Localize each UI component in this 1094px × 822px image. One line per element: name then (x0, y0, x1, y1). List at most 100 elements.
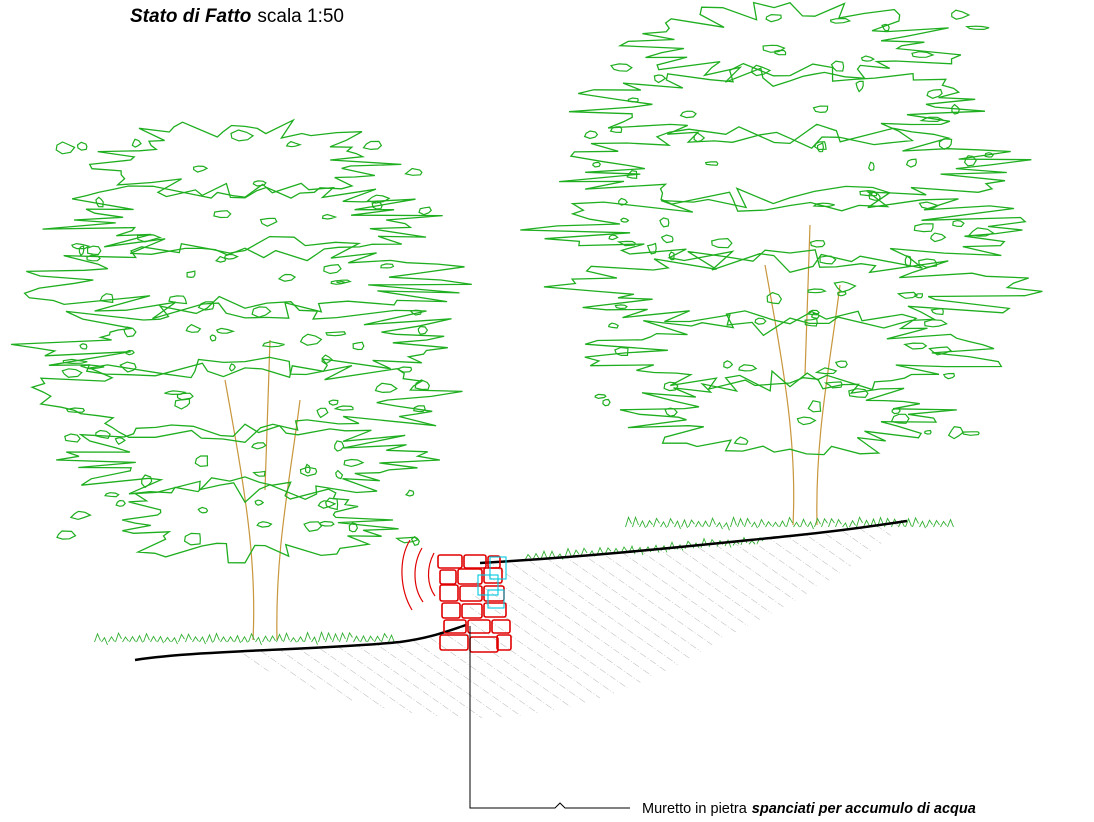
canopy-detail (194, 166, 207, 172)
canopy-detail (920, 202, 939, 208)
canopy-detail (326, 332, 345, 336)
canopy-detail (56, 142, 74, 154)
canopy-detail (138, 235, 161, 242)
annotation-plain: Muretto in pietra (642, 801, 748, 817)
canopy-detail (763, 45, 784, 52)
grass (626, 517, 954, 530)
canopy-detail (87, 255, 100, 261)
canopy-detail (832, 61, 844, 71)
canopy-detail (335, 441, 344, 451)
canopy-detail (255, 500, 263, 505)
title-scale: scala 1:50 (257, 6, 344, 27)
canopy-detail (593, 162, 601, 167)
canopy-detail (80, 344, 87, 349)
canopy-detail (611, 64, 632, 71)
canopy-detail (814, 106, 828, 112)
canopy-detail (939, 139, 951, 150)
canopy-detail (353, 342, 364, 349)
canopy-detail (195, 456, 207, 466)
canopy-outline (122, 477, 398, 563)
canopy-detail (609, 323, 619, 328)
canopy-detail (724, 361, 733, 368)
canopy-outline (520, 186, 1025, 272)
canopy-detail (406, 169, 422, 176)
canopy-detail (198, 507, 207, 513)
canopy-detail (257, 522, 271, 527)
stone (438, 555, 462, 568)
canopy-detail (797, 417, 815, 425)
canopy-outline (43, 183, 443, 260)
canopy-detail (214, 211, 231, 218)
stone (440, 570, 456, 584)
canopy-outline (569, 64, 985, 149)
canopy-detail (932, 309, 944, 315)
canopy-detail (834, 282, 855, 292)
canopy-outline (585, 311, 1002, 390)
canopy-detail (344, 460, 363, 467)
canopy-detail (252, 443, 266, 449)
canopy-detail (419, 207, 431, 215)
canopy-detail (831, 19, 850, 24)
canopy-detail (210, 335, 216, 341)
canopy-detail (912, 52, 933, 58)
canopy-detail (660, 218, 669, 227)
canopy-detail (336, 471, 343, 479)
canopy-detail (595, 394, 606, 398)
canopy-detail (323, 215, 336, 220)
canopy-detail (185, 533, 201, 545)
canopy-detail (662, 235, 673, 243)
canopy-detail (132, 139, 141, 147)
canopy-detail (287, 142, 300, 147)
canopy-detail (621, 218, 628, 222)
canopy-detail (967, 26, 989, 29)
canopy-detail (664, 382, 678, 390)
canopy-detail (71, 511, 91, 519)
canopy-detail (217, 328, 234, 333)
canopy-detail (681, 111, 696, 117)
stone (440, 585, 458, 601)
canopy-detail (120, 362, 136, 372)
canopy-detail (815, 142, 827, 150)
canopy-detail (808, 401, 820, 412)
canopy-outline (25, 237, 472, 319)
canopy-detail (254, 471, 265, 476)
canopy-detail (952, 10, 969, 19)
canopy-detail (905, 343, 927, 349)
canopy-detail (57, 531, 76, 539)
canopy-detail (615, 305, 627, 309)
canopy-detail (892, 408, 900, 413)
annotation-emphasis: spanciati per accumulo di acqua (752, 801, 976, 817)
annotation: Muretto in pietraspanciati per accumulo … (642, 801, 976, 817)
canopy-detail (735, 437, 748, 444)
canopy-detail (305, 464, 310, 472)
canopy-detail (376, 383, 397, 392)
canopy-detail (397, 537, 418, 543)
canopy-detail (96, 197, 103, 206)
canopy-detail (142, 475, 152, 487)
canopy-detail (65, 434, 80, 442)
canopy-detail (320, 522, 334, 527)
canopy-detail (914, 224, 933, 232)
canopy-detail (925, 320, 947, 327)
canopy-detail (252, 307, 271, 317)
canopy-detail (317, 408, 328, 417)
canopy-detail (165, 391, 185, 395)
canopy-detail (329, 400, 338, 405)
canopy-detail (706, 162, 718, 165)
canopy-detail (418, 327, 427, 335)
canopy-detail (712, 239, 732, 248)
canopy-detail (100, 294, 112, 303)
canopy-detail (261, 218, 277, 226)
canopy-detail (739, 365, 756, 371)
canopy-detail (609, 235, 618, 240)
canopy-detail (836, 361, 847, 367)
canopy-detail (925, 431, 931, 435)
canopy-detail (953, 221, 964, 227)
canopy-outline (559, 124, 1031, 211)
canopy-detail (654, 75, 665, 83)
canopy-detail (820, 256, 836, 264)
canopy-detail (862, 56, 874, 61)
canopy-detail (603, 400, 610, 406)
trees (11, 3, 1042, 645)
